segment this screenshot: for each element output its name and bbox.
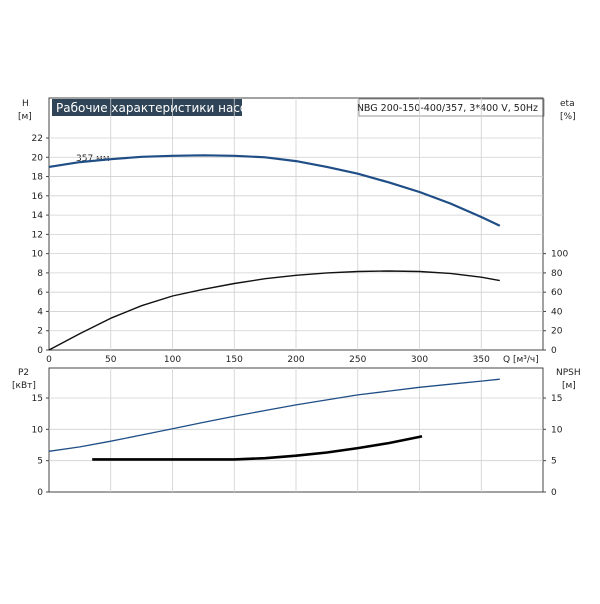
p2-tick-label: 5 <box>37 457 43 467</box>
p2-tick-label: 0 <box>37 488 43 498</box>
head-curve <box>48 154 501 227</box>
bottom-right-axis-title: NPSH <box>556 368 581 378</box>
chart-marks: 0 50 100 150 200 250 300 3500246810121416182022… <box>32 97 568 498</box>
h-tick-label: 12 <box>32 230 43 240</box>
eta-tick-label: 60 <box>551 288 563 298</box>
h-tick-label: 2 <box>37 327 43 337</box>
x-tick-label: 100 <box>164 355 181 365</box>
x-tick-label: 150 <box>226 355 243 365</box>
top-right-axis-title: eta <box>560 99 575 109</box>
npsh-tick-label: 15 <box>551 394 562 404</box>
top-left-axis-unit: [м] <box>18 112 32 122</box>
top-right-axis-unit: [%] <box>560 112 576 122</box>
power-curve <box>48 378 500 452</box>
npsh-tick-label: 5 <box>551 457 557 467</box>
bottom-left-axis-unit: [кВт] <box>12 381 36 391</box>
x-tick-label: 300 <box>411 355 428 365</box>
h-tick-label: 20 <box>32 153 44 163</box>
eta-tick-label: 40 <box>551 307 563 317</box>
h-tick-label: 22 <box>32 134 43 144</box>
npsh-tick-label: 10 <box>551 425 563 435</box>
h-tick-label: 18 <box>32 173 44 183</box>
eta-tick-label: 0 <box>551 346 557 356</box>
bottom-left-axis-title: P2 <box>18 368 29 378</box>
x-tick-label: 0 <box>46 355 52 365</box>
model-box <box>358 98 545 117</box>
h-tick-label: 8 <box>37 269 43 279</box>
x-tick-label: 50 <box>105 355 117 365</box>
npsh-tick-label: 0 <box>551 488 557 498</box>
p2-tick-label: 15 <box>32 394 43 404</box>
eta-tick-label: 20 <box>551 327 563 337</box>
npsh-curve <box>92 434 423 461</box>
top-left-axis-title: H <box>22 99 29 109</box>
h-tick-label: 14 <box>32 211 44 221</box>
title-box <box>52 99 242 116</box>
eta-tick-label: 100 <box>551 250 568 260</box>
curve-annotation: 357 мм <box>76 154 110 164</box>
p2-tick-label: 10 <box>32 425 44 435</box>
x-tick-label: 350 <box>473 355 490 365</box>
x-tick-label: 250 <box>349 355 366 365</box>
bottom-right-axis-unit: [м] <box>562 381 576 391</box>
model-label: NBG 200-150-400/357, 3*400 V, 50Hz <box>357 103 538 114</box>
h-tick-label: 4 <box>37 307 43 317</box>
eta-tick-label: 80 <box>551 269 563 279</box>
x-tick-label: 200 <box>287 355 304 365</box>
h-tick-label: 0 <box>37 346 43 356</box>
chart-title: Рабочие характеристики насоса <box>56 101 261 115</box>
h-tick-label: 16 <box>32 192 44 202</box>
h-tick-label: 6 <box>37 288 43 298</box>
x-axis-label: Q [м³/ч] <box>503 355 539 365</box>
efficiency-curve <box>48 270 500 351</box>
h-tick-label: 10 <box>32 250 44 260</box>
